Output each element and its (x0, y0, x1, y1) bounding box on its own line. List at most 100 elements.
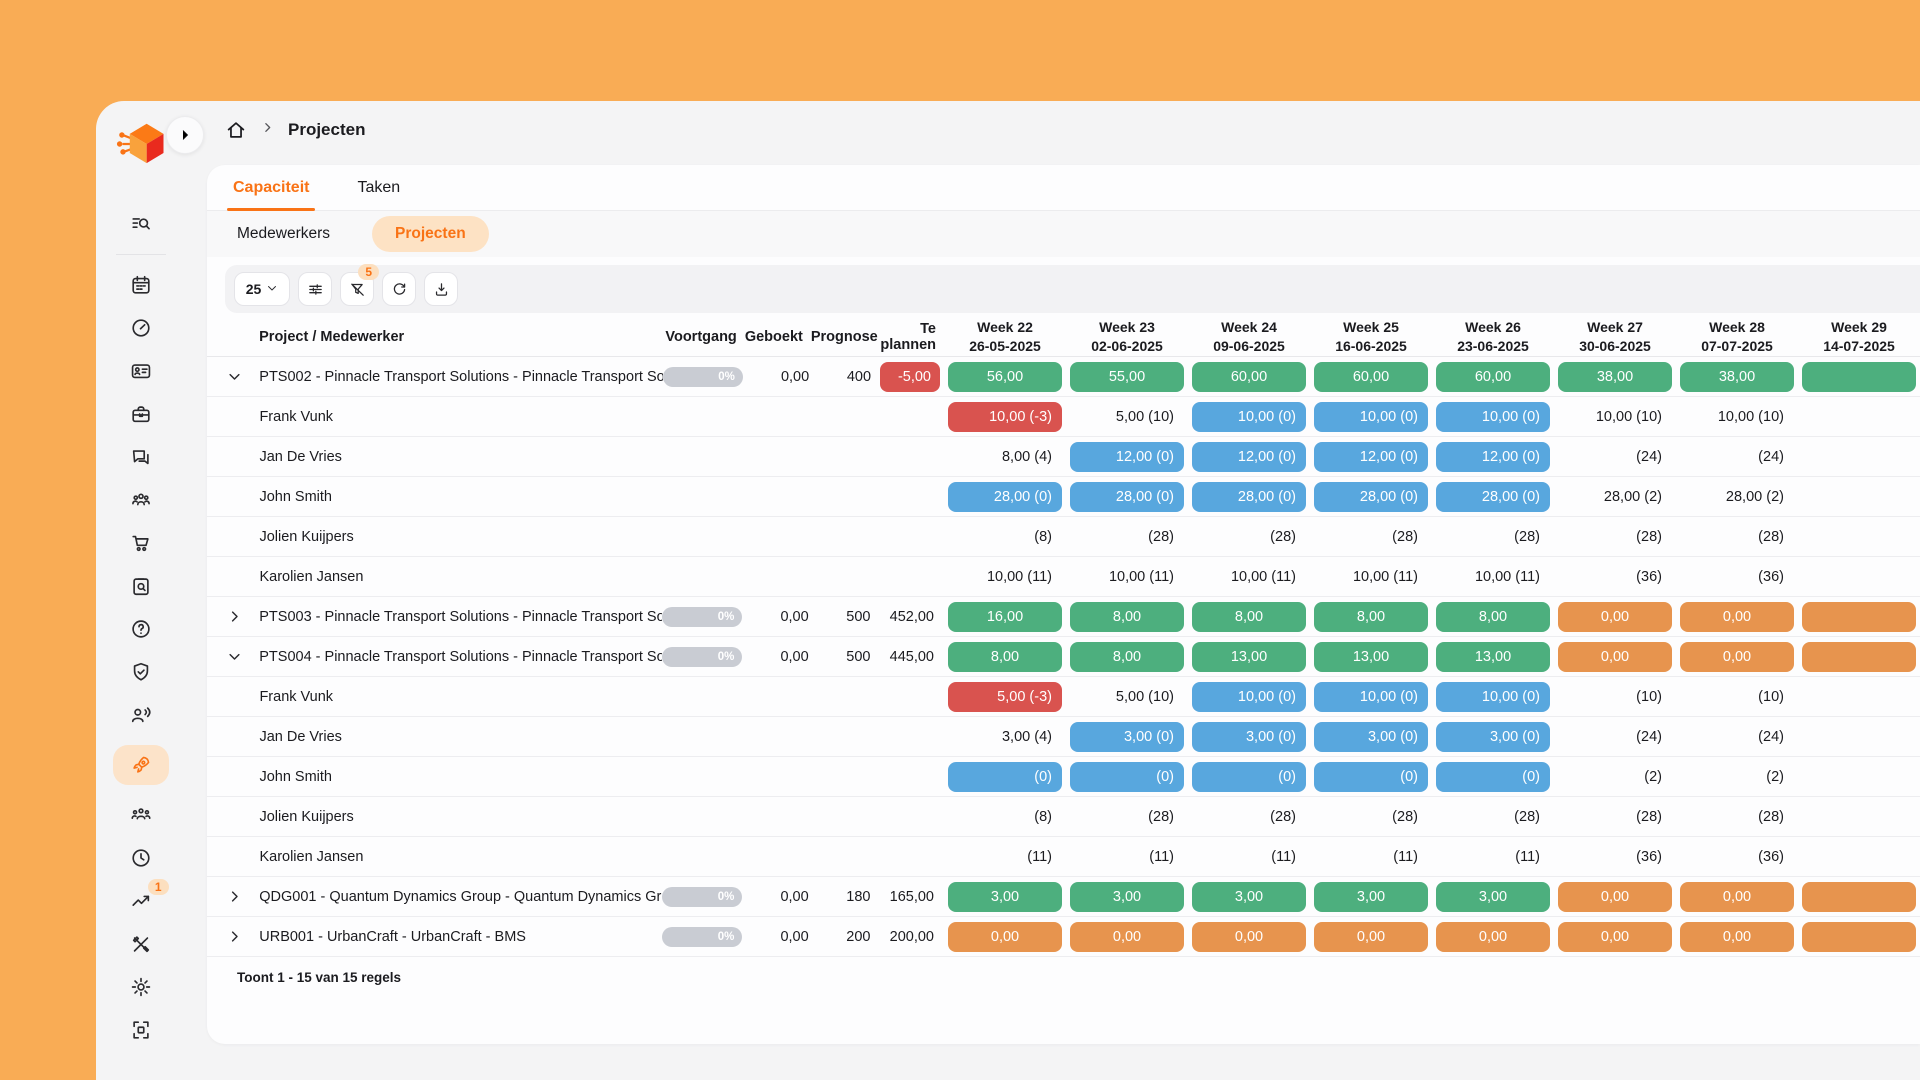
sidebar-item-shield-check[interactable] (119, 659, 163, 685)
week-cell[interactable]: 0,00 (1436, 921, 1550, 952)
row-expand-cell[interactable] (227, 889, 259, 904)
sidebar-item-search-list[interactable] (119, 211, 163, 237)
sidebar-item-briefcase[interactable] (119, 401, 163, 427)
week-cell[interactable]: 28,00 (0) (947, 481, 1062, 512)
week-cell[interactable]: 0,00 (1558, 641, 1672, 672)
week-cell[interactable]: 0,00 (1558, 601, 1672, 632)
week-cell[interactable]: 12,00 (0) (1191, 441, 1306, 472)
week-cell[interactable]: 28,00 (0) (1191, 481, 1306, 512)
clear-filters-button[interactable]: 5 (340, 264, 379, 306)
week-cell[interactable]: 55,00 (1070, 361, 1184, 392)
week-cell[interactable]: 3,00 (1436, 881, 1550, 912)
week-cell[interactable]: 10,00 (-3) (947, 401, 1062, 432)
week-cell[interactable]: 12,00 (0) (1069, 441, 1184, 472)
week-cell[interactable]: 5,00 (-3) (947, 681, 1062, 712)
week-cell[interactable]: 0,00 (1192, 921, 1306, 952)
sidebar-item-help-circle[interactable] (119, 616, 163, 642)
week-cell[interactable]: 0,00 (948, 921, 1062, 952)
week-cell[interactable]: 0,00 (1680, 881, 1794, 912)
download-button[interactable] (424, 272, 458, 306)
week-cell[interactable]: 12,00 (0) (1435, 441, 1550, 472)
week-cell[interactable]: 8,00 (1192, 601, 1306, 632)
week-cell[interactable] (1802, 361, 1916, 392)
week-cell[interactable]: 3,00 (1192, 881, 1306, 912)
week-cell[interactable]: 10,00 (0) (1191, 681, 1306, 712)
subtab-projecten[interactable]: Projecten (372, 216, 489, 252)
page-size-select[interactable]: 25 (234, 272, 290, 306)
row-expand-cell[interactable] (227, 929, 259, 944)
sidebar-item-chat[interactable] (119, 444, 163, 470)
week-cell[interactable]: 3,00 (0) (1313, 721, 1428, 752)
week-cell[interactable]: 0,00 (1680, 641, 1794, 672)
tab-capaciteit[interactable]: Capaciteit (226, 165, 316, 211)
week-cell[interactable]: 0,00 (1558, 921, 1672, 952)
week-cell[interactable]: 8,00 (948, 641, 1062, 672)
week-cell[interactable]: 10,00 (0) (1435, 401, 1550, 432)
week-cell[interactable]: (0) (1069, 761, 1184, 792)
sidebar-item-rocket[interactable] (112, 745, 169, 785)
week-cell[interactable]: 3,00 (948, 881, 1062, 912)
week-cell[interactable]: 38,00 (1680, 361, 1794, 392)
week-cell[interactable]: 0,00 (1314, 921, 1428, 952)
row-expand-cell[interactable] (227, 609, 259, 624)
week-cell[interactable]: 3,00 (0) (1191, 721, 1306, 752)
week-cell[interactable] (1802, 881, 1916, 912)
sidebar-item-id-card[interactable] (119, 358, 163, 384)
week-cell[interactable] (1802, 641, 1916, 672)
week-cell[interactable]: 0,00 (1680, 601, 1794, 632)
week-cell[interactable]: 13,00 (1314, 641, 1428, 672)
week-cell[interactable]: 0,00 (1680, 921, 1794, 952)
week-cell[interactable]: 60,00 (1436, 361, 1550, 392)
week-cell[interactable]: 56,00 (948, 361, 1062, 392)
week-cell[interactable]: (0) (1435, 761, 1550, 792)
week-cell[interactable]: 8,00 (1070, 601, 1184, 632)
week-cell[interactable]: 8,00 (1436, 601, 1550, 632)
week-cell[interactable]: 28,00 (0) (1069, 481, 1184, 512)
sidebar-item-users-group[interactable] (119, 802, 163, 828)
week-cell[interactable]: 8,00 (1070, 641, 1184, 672)
week-cell[interactable]: 0,00 (1070, 921, 1184, 952)
week-cell[interactable]: 13,00 (1192, 641, 1306, 672)
week-cell[interactable]: 60,00 (1192, 361, 1306, 392)
sidebar-item-tools[interactable] (119, 931, 163, 957)
week-cell[interactable]: 10,00 (0) (1191, 401, 1306, 432)
week-cell[interactable]: 38,00 (1558, 361, 1672, 392)
sidebar-item-trend-up[interactable]: 1 (119, 879, 169, 914)
week-cell[interactable]: 13,00 (1436, 641, 1550, 672)
week-cell[interactable]: 0,00 (1558, 881, 1672, 912)
row-expand-cell[interactable] (227, 649, 259, 664)
week-cell[interactable]: 10,00 (0) (1313, 401, 1428, 432)
week-cell[interactable]: 60,00 (1314, 361, 1428, 392)
home-icon[interactable] (225, 119, 247, 141)
row-expand-cell[interactable] (227, 369, 259, 384)
week-cell[interactable]: 16,00 (948, 601, 1062, 632)
sidebar-item-cart[interactable] (119, 530, 163, 556)
sidebar-item-gear[interactable] (119, 974, 163, 1000)
week-cell[interactable] (1802, 601, 1916, 632)
week-cell[interactable]: 12,00 (0) (1313, 441, 1428, 472)
week-cell[interactable]: (0) (1191, 761, 1306, 792)
refresh-button[interactable] (382, 272, 416, 306)
sidebar-item-clipboard-search[interactable] (119, 573, 163, 599)
sidebar-item-clock[interactable] (119, 845, 163, 871)
week-cell[interactable]: 8,00 (1314, 601, 1428, 632)
column-settings-button[interactable] (298, 272, 332, 306)
week-cell[interactable] (1802, 921, 1916, 952)
sidebar-item-person-voice[interactable] (119, 702, 163, 728)
sidebar-item-gauge[interactable] (119, 315, 163, 341)
week-cell[interactable]: 3,00 (1070, 881, 1184, 912)
week-cell[interactable]: 3,00 (1314, 881, 1428, 912)
week-cell[interactable]: 3,00 (0) (1435, 721, 1550, 752)
week-cell[interactable]: 3,00 (0) (1069, 721, 1184, 752)
sidebar-expand-button[interactable] (166, 116, 204, 154)
sidebar-item-cube-sync[interactable] (119, 1017, 163, 1043)
subtab-medewerkers[interactable]: Medewerkers (237, 225, 331, 242)
week-cell[interactable]: (0) (1313, 761, 1428, 792)
sidebar-item-team[interactable] (119, 487, 163, 513)
week-cell[interactable]: 10,00 (0) (1435, 681, 1550, 712)
week-cell[interactable]: (0) (947, 761, 1062, 792)
week-cell[interactable]: 28,00 (0) (1435, 481, 1550, 512)
sidebar-item-calendar[interactable] (119, 272, 163, 298)
week-cell[interactable]: 10,00 (0) (1313, 681, 1428, 712)
tab-taken[interactable]: Taken (357, 178, 401, 196)
